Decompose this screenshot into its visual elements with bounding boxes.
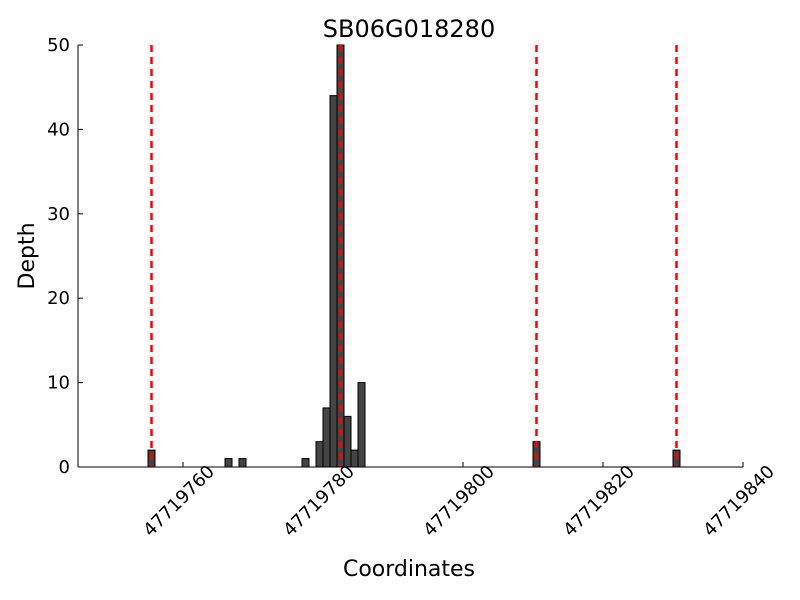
x-tick-label: 47719760 <box>139 461 219 541</box>
chart-title: SB06G018280 <box>323 15 495 43</box>
bar <box>224 458 233 468</box>
y-tick-label: 50 <box>47 35 70 56</box>
x-tick-label: 47719800 <box>419 461 499 541</box>
bar <box>357 382 366 468</box>
y-tick-label: 0 <box>59 457 70 478</box>
bar <box>238 458 247 468</box>
bar <box>343 415 352 468</box>
bar <box>301 458 310 468</box>
y-tick-label: 40 <box>47 119 70 140</box>
bar <box>350 449 359 468</box>
y-axis-label: Depth <box>15 222 40 289</box>
x-axis-label: Coordinates <box>343 557 475 582</box>
bar <box>329 95 338 468</box>
bar <box>315 441 324 468</box>
x-tick-label: 47719780 <box>279 461 359 541</box>
y-tick-label: 30 <box>47 204 70 225</box>
x-tick-label: 47719820 <box>559 461 639 541</box>
bar <box>322 407 331 468</box>
y-tick-label: 20 <box>47 288 70 309</box>
y-tick-label: 10 <box>47 373 70 394</box>
x-tick-label: 47719840 <box>699 461 779 541</box>
